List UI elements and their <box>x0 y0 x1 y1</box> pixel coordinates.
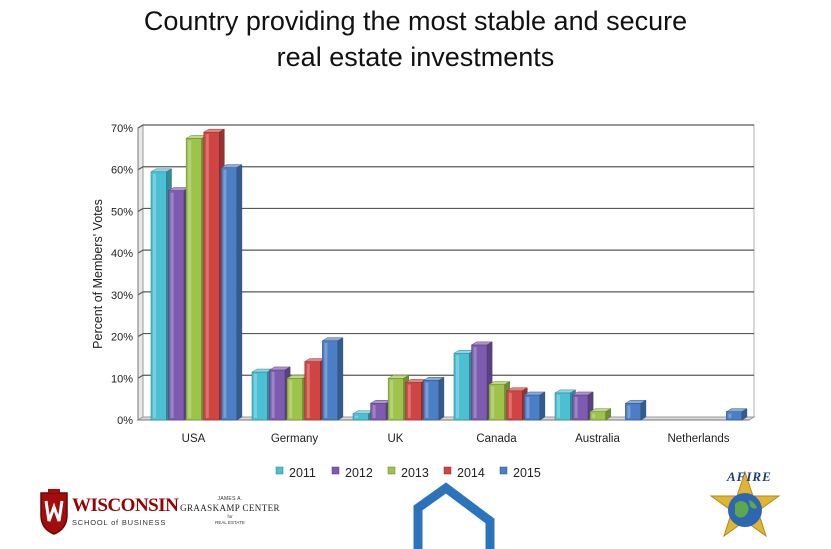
legend-swatch-2014 <box>443 466 452 475</box>
graaskamp-top-text: JAMES A. <box>217 496 243 502</box>
legend-swatch-2011 <box>275 466 284 475</box>
afire-logo: AFIRE <box>705 466 785 546</box>
legend-swatch-2015 <box>499 466 508 475</box>
bar-side-2015-australia <box>640 399 647 421</box>
bar-side-2013-australia <box>605 408 611 421</box>
bar-highlight-2015-germany <box>324 342 328 418</box>
bar-side-2015-germany <box>337 337 344 421</box>
legend-swatch-2013 <box>387 466 396 475</box>
bar-highlight-2011-canada <box>456 355 459 418</box>
bar-side-2015-netherlands <box>741 408 748 421</box>
bar-side-2015-canada <box>539 391 546 421</box>
legend-label-2013: 2013 <box>401 466 429 480</box>
legend-swatch-2012 <box>331 466 340 475</box>
bar-highlight-2014-canada <box>508 392 512 418</box>
legend-label-2012: 2012 <box>345 466 373 480</box>
graaskamp-name-text: GRAASKAMP CENTER <box>180 503 280 513</box>
bar-highlight-2011-germany <box>254 374 257 418</box>
bar-side-2015-uk <box>438 376 445 421</box>
y-tick-label: 0% <box>117 415 133 427</box>
bar-highlight-2011-usa <box>153 173 156 418</box>
x-tick-label: USA <box>182 433 206 445</box>
bar-highlight-2013-australia <box>592 413 596 418</box>
legend-label-2015: 2015 <box>513 466 541 480</box>
gridline <box>137 207 754 212</box>
school-of-business-text: SCHOOL of BUSINESS <box>72 518 167 527</box>
bar-highlight-2015-usa <box>223 169 227 418</box>
bar-side-2015-usa <box>236 164 243 421</box>
y-tick-label: 30% <box>111 290 133 302</box>
bar-highlight-2015-canada <box>526 396 530 418</box>
y-tick-label: 10% <box>111 373 133 385</box>
legend-label-2011: 2011 <box>289 466 316 480</box>
wisconsin-logo: WISCONSIN SCHOOL of BUSINESS <box>38 489 179 537</box>
x-tick-label: Australia <box>575 433 620 445</box>
house-outline-icon <box>413 482 495 549</box>
bar-highlight-2015-australia <box>627 405 631 418</box>
x-tick-label: UK <box>388 433 404 445</box>
graaskamp-for-text: for <box>227 514 233 519</box>
legend-label-2014: 2014 <box>457 466 485 480</box>
bar-highlight-2012-australia <box>574 396 578 418</box>
wisconsin-wordmark: WISCONSIN <box>72 495 179 516</box>
x-tick-label: Netherlands <box>667 433 729 445</box>
bar-highlight-2013-germany <box>289 380 293 418</box>
bar-highlight-2012-canada <box>473 346 477 418</box>
chart-title-line-2: real estate investments <box>276 42 555 72</box>
house-door-gap <box>452 513 466 549</box>
y-tick-label: 40% <box>111 248 133 260</box>
gridline <box>137 249 754 254</box>
x-tick-label: Canada <box>476 433 517 445</box>
graaskamp-logo: JAMES A. GRAASKAMP CENTER for REAL ESTAT… <box>170 496 290 532</box>
y-tick-label: 20% <box>111 332 133 344</box>
x-tick-label: Germany <box>271 433 319 445</box>
bar-highlight-2014-usa <box>205 134 209 418</box>
bar-highlight-2015-netherlands <box>728 413 732 418</box>
y-tick-label: 50% <box>111 206 133 218</box>
graaskamp-bottom-text: REAL ESTATE <box>215 520 245 525</box>
gridline <box>137 166 754 171</box>
globe-star-icon <box>709 470 781 538</box>
bar-highlight-2012-usa <box>170 192 174 418</box>
bar-highlight-2013-uk <box>390 380 394 418</box>
y-axis-label: Percent of Members' Votes <box>91 199 105 349</box>
gridline <box>137 124 754 129</box>
afire-wordmark: AFIRE <box>727 469 772 484</box>
gridline <box>137 374 754 379</box>
bar-highlight-2013-canada <box>491 386 495 418</box>
bar-highlight-2015-uk <box>425 382 429 418</box>
bar-highlight-2014-germany <box>306 363 310 418</box>
crest-icon <box>40 489 68 535</box>
bar-highlight-2014-uk <box>407 384 411 418</box>
bar-highlight-2012-uk <box>372 405 376 418</box>
bar-highlight-2013-usa <box>188 140 192 418</box>
y-tick-label: 60% <box>111 165 133 177</box>
y-tick-label: 70% <box>111 123 133 135</box>
bar-highlight-2011-uk <box>355 415 358 418</box>
bar-highlight-2011-australia <box>557 394 560 418</box>
bar-highlight-2012-germany <box>271 371 275 418</box>
gridline <box>137 332 754 338</box>
chart-title-line-1: Country providing the most stable and se… <box>143 6 688 36</box>
gridline <box>137 291 754 296</box>
